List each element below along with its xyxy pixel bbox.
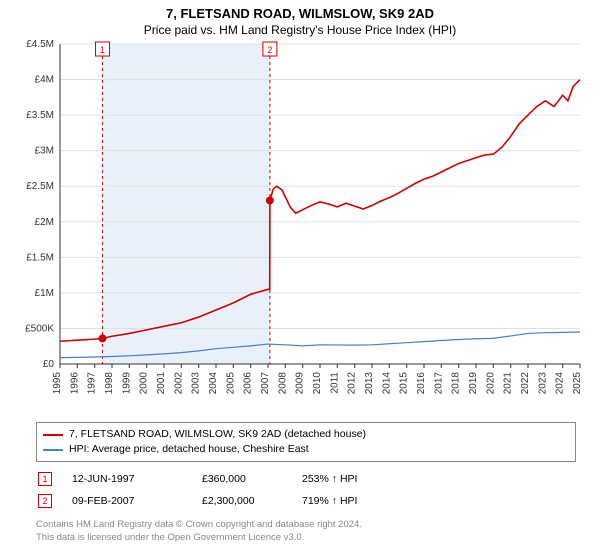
svg-text:2010: 2010: [312, 372, 323, 395]
sale-date: 12-JUN-1997: [72, 473, 202, 485]
licence-text: Contains HM Land Registry data © Crown c…: [36, 518, 576, 544]
sale-date: 09-FEB-2007: [72, 495, 202, 507]
legend-label: HPI: Average price, detached house, Ches…: [69, 442, 309, 457]
sale-hpi: 719% ↑ HPI: [302, 495, 402, 507]
sale-hpi: 253% ↑ HPI: [302, 473, 402, 485]
svg-text:2: 2: [267, 45, 272, 55]
svg-text:£3.5M: £3.5M: [26, 110, 54, 121]
legend-row: 7, FLETSAND ROAD, WILMSLOW, SK9 2AD (det…: [43, 427, 569, 442]
price-chart: £0 £500K £1M £1.5M £2M £2.5M £3M £3.5M £4M £4.5M 1…: [0, 40, 600, 420]
svg-text:2008: 2008: [277, 372, 288, 395]
svg-text:2011: 2011: [329, 372, 340, 394]
svg-text:2014: 2014: [381, 372, 392, 395]
sale-row: 2 09-FEB-2007£2,300,000719% ↑ HPI: [36, 490, 576, 512]
svg-text:2021: 2021: [503, 372, 514, 395]
sale-marker-icon: 2: [38, 494, 52, 508]
svg-text:2002: 2002: [173, 372, 184, 395]
svg-text:£3M: £3M: [35, 146, 54, 157]
svg-text:1996: 1996: [69, 372, 80, 395]
chart-legend: 7, FLETSAND ROAD, WILMSLOW, SK9 2AD (det…: [36, 422, 576, 462]
svg-text:2013: 2013: [364, 372, 375, 395]
sale-marker-icon: 1: [38, 472, 52, 486]
svg-text:2020: 2020: [485, 372, 496, 395]
svg-text:2022: 2022: [520, 372, 531, 395]
page-title: 7, FLETSAND ROAD, WILMSLOW, SK9 2AD: [0, 0, 600, 21]
sale-price: £360,000: [202, 473, 302, 485]
svg-text:2025: 2025: [572, 372, 583, 395]
sale-events: 1 12-JUN-1997£360,000253% ↑ HPI 2 09-FEB-20…: [36, 468, 576, 512]
svg-text:1997: 1997: [87, 372, 98, 395]
svg-text:2019: 2019: [468, 372, 479, 395]
svg-text:2017: 2017: [433, 372, 444, 395]
svg-text:£4M: £4M: [35, 75, 54, 86]
svg-text:2023: 2023: [537, 372, 548, 395]
svg-text:£0: £0: [43, 359, 55, 370]
svg-text:2015: 2015: [399, 372, 410, 395]
svg-text:£4.5M: £4.5M: [26, 40, 54, 50]
legend-label: 7, FLETSAND ROAD, WILMSLOW, SK9 2AD (det…: [69, 427, 366, 442]
svg-text:2005: 2005: [225, 372, 236, 395]
svg-text:2000: 2000: [139, 372, 150, 395]
svg-text:2007: 2007: [260, 372, 271, 395]
svg-text:£1M: £1M: [35, 288, 54, 299]
svg-text:1999: 1999: [121, 372, 132, 395]
licence-line: This data is licensed under the Open Gov…: [36, 531, 576, 544]
svg-text:£2.5M: £2.5M: [26, 181, 54, 192]
svg-text:£1.5M: £1.5M: [26, 252, 54, 263]
licence-line: Contains HM Land Registry data © Crown c…: [36, 518, 576, 531]
svg-text:2016: 2016: [416, 372, 427, 395]
legend-row: HPI: Average price, detached house, Ches…: [43, 442, 569, 457]
svg-text:2001: 2001: [156, 372, 167, 395]
svg-text:2004: 2004: [208, 372, 219, 395]
svg-text:£2M: £2M: [35, 217, 54, 228]
sale-row: 1 12-JUN-1997£360,000253% ↑ HPI: [36, 468, 576, 490]
svg-text:1998: 1998: [104, 372, 115, 395]
svg-text:1: 1: [100, 45, 105, 55]
svg-text:2018: 2018: [451, 372, 462, 395]
legend-swatch: [43, 434, 63, 436]
legend-swatch: [43, 449, 63, 451]
svg-text:1995: 1995: [52, 372, 63, 395]
sale-price: £2,300,000: [202, 495, 302, 507]
svg-text:2009: 2009: [295, 372, 306, 395]
svg-text:2003: 2003: [191, 372, 202, 395]
page-subtitle: Price paid vs. HM Land Registry's House …: [0, 21, 600, 37]
svg-text:2024: 2024: [555, 372, 566, 395]
svg-text:2006: 2006: [243, 372, 254, 395]
svg-text:£500K: £500K: [25, 323, 54, 334]
svg-text:2012: 2012: [347, 372, 358, 395]
